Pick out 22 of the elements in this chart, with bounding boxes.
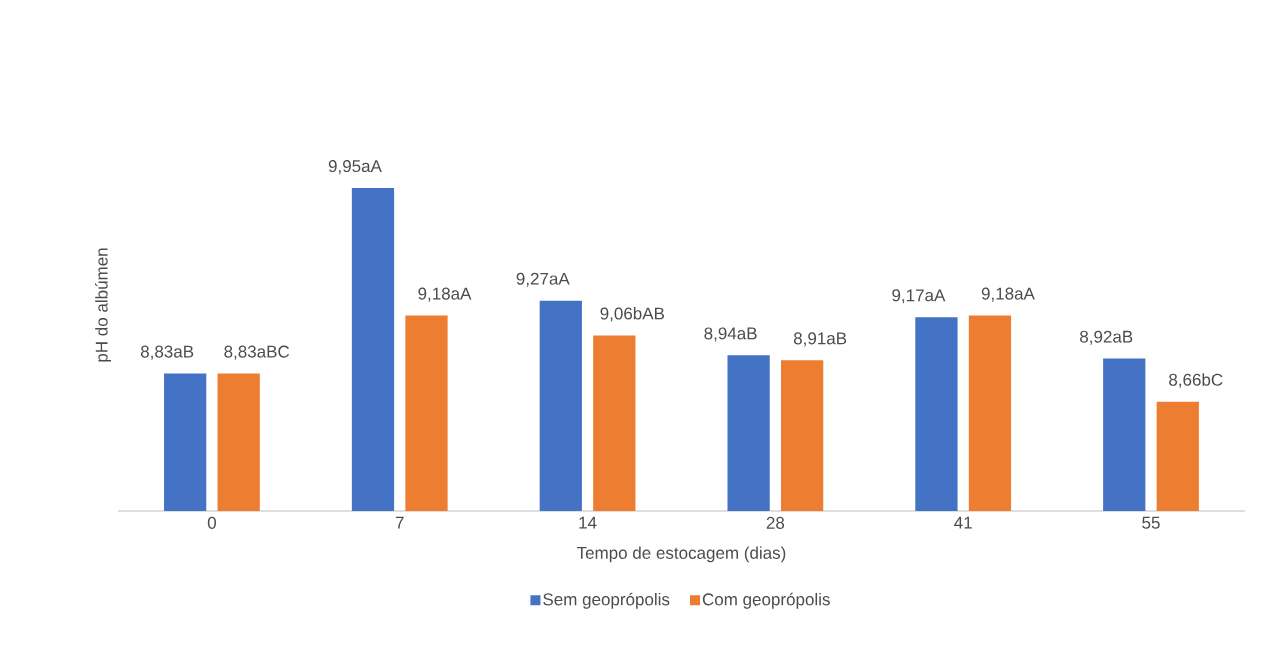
data-label: 9,18aA <box>981 287 1035 302</box>
data-label: 9,06bAB <box>600 307 665 322</box>
data-label: 8,94aB <box>704 327 757 342</box>
y-axis-title: pH do albúmen <box>94 248 112 362</box>
x-tick-label: 55 <box>1142 516 1160 529</box>
legend-label: Sem geoprópolis <box>543 592 670 609</box>
x-tick-label: 7 <box>395 516 404 529</box>
data-label: 9,95aA <box>328 160 382 175</box>
data-label: 9,18aA <box>418 287 472 302</box>
x-tick-label: 14 <box>579 516 597 529</box>
data-label: 8,83aBC <box>224 345 290 360</box>
data-label: 9,17aA <box>892 289 946 304</box>
data-label: 8,83aB <box>140 345 194 360</box>
legend-label: Com geoprópolis <box>702 592 830 609</box>
x-tick-label: 28 <box>766 516 785 529</box>
data-label: 8,66bC <box>1169 373 1223 388</box>
data-label: 8,91aB <box>793 332 847 347</box>
data-label: 9,27aA <box>516 272 570 287</box>
x-tick-label: 41 <box>954 516 972 529</box>
x-tick-label: 0 <box>207 516 216 529</box>
data-label: 8,92aB <box>1080 330 1133 345</box>
x-axis-title: Tempo de estocagem (dias) <box>576 546 786 563</box>
